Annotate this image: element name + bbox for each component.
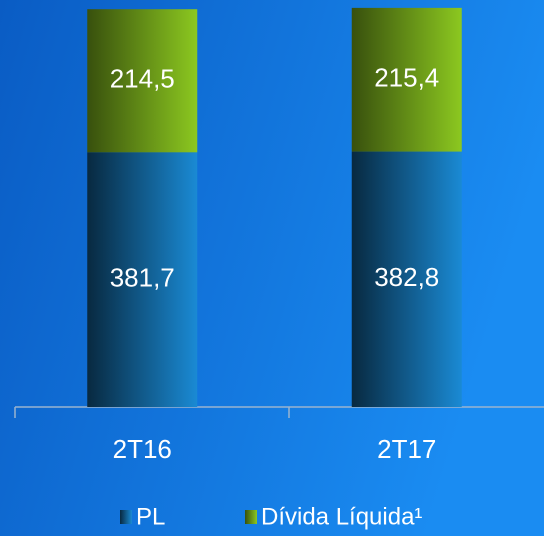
value-label: 214,5	[110, 64, 175, 94]
value-label: 215,4	[374, 63, 439, 93]
legend-label: Dívida Líquida¹	[261, 503, 422, 530]
bar-segment	[351, 151, 462, 407]
bar-segment	[87, 152, 198, 407]
bar-segment	[87, 9, 198, 153]
x-tick-label: 2T16	[113, 434, 172, 464]
x-tick-label: 2T17	[377, 434, 436, 464]
legend-label: PL	[136, 503, 165, 530]
bar-segment	[351, 7, 462, 152]
legend-swatch	[245, 510, 257, 524]
value-label: 381,7	[110, 263, 175, 293]
value-label: 382,8	[374, 262, 439, 292]
legend-swatch	[120, 510, 132, 524]
